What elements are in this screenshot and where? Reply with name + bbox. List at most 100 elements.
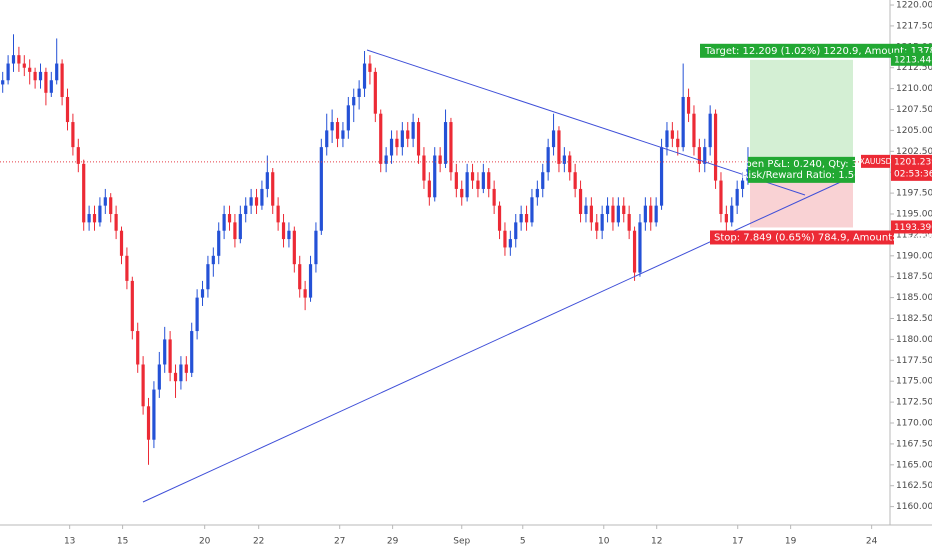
candle-body xyxy=(308,264,313,298)
candle-body xyxy=(546,147,550,173)
candle-body xyxy=(190,331,194,373)
y-tick-label: 1195.000 xyxy=(896,210,932,220)
candle-body xyxy=(627,214,631,231)
candle-body xyxy=(173,372,178,382)
candle-body xyxy=(438,155,442,164)
candle-body xyxy=(227,214,232,223)
candle-body xyxy=(87,214,91,223)
candle-body xyxy=(573,172,577,189)
candle-body xyxy=(411,122,415,139)
candle-body xyxy=(6,63,10,81)
countdown-text: 02:53:36 xyxy=(894,169,932,179)
candle-body xyxy=(303,289,307,298)
x-tick-label: 19 xyxy=(785,537,797,547)
candle-body xyxy=(222,214,226,231)
candle-body xyxy=(595,222,599,231)
candle-body xyxy=(724,214,728,223)
candle-body xyxy=(217,230,221,256)
candle-body xyxy=(422,155,426,181)
candle-body xyxy=(298,264,302,290)
candle-body xyxy=(600,214,604,231)
candle-body xyxy=(541,172,545,189)
candle-body xyxy=(49,80,53,93)
candle-body xyxy=(130,280,134,332)
candle-body xyxy=(481,172,485,189)
candle-body xyxy=(211,255,215,265)
candle-body xyxy=(703,147,707,164)
candle-body xyxy=(33,71,37,81)
candle-body xyxy=(584,205,588,215)
y-tick-label: 1202.500 xyxy=(896,147,932,157)
candle-body xyxy=(427,180,431,198)
candle-body xyxy=(325,130,329,148)
candle-body xyxy=(492,188,496,206)
candle-body xyxy=(713,113,718,181)
y-tick-label: 1185.000 xyxy=(896,293,932,303)
y-tick-label: 1162.500 xyxy=(896,481,932,491)
target-label: Target: 12.209 (1.02%) 1220.9, Amount: 1… xyxy=(704,46,932,57)
candle-body xyxy=(735,188,739,206)
candle-body xyxy=(141,364,145,407)
ratio-label: Risk/Reward Ratio: 1.56 xyxy=(741,170,860,181)
candle-body xyxy=(146,406,151,440)
candle-body xyxy=(281,222,286,240)
candle-body xyxy=(98,205,102,223)
candle-body xyxy=(562,155,566,164)
candle-body xyxy=(470,172,475,181)
candle-body xyxy=(292,230,296,265)
candle-body xyxy=(681,96,685,148)
x-tick-label: 24 xyxy=(866,537,878,547)
stop-label-box xyxy=(710,230,894,245)
x-tick-label: 17 xyxy=(732,537,743,547)
symbol-tag xyxy=(861,154,890,168)
x-tick-label: 12 xyxy=(651,537,662,547)
candle-body xyxy=(508,239,512,248)
candles xyxy=(1,34,750,465)
candle-body xyxy=(28,67,32,72)
candle-body xyxy=(433,155,437,198)
candle-body xyxy=(638,222,642,273)
candle-body xyxy=(136,331,140,365)
y-tick-label: 1220.000 xyxy=(896,1,932,11)
y-tick-label: 1172.500 xyxy=(896,398,932,408)
candle-body xyxy=(514,222,518,240)
y-tick-label: 1167.500 xyxy=(896,439,932,449)
x-tick-label: 10 xyxy=(598,537,610,547)
candle-body xyxy=(719,180,723,215)
candle-body xyxy=(276,205,280,223)
candle-body xyxy=(605,205,610,215)
y-tick-label: 1190.000 xyxy=(896,251,932,261)
target-price-text: 1213.448 xyxy=(894,55,932,65)
candle-body xyxy=(200,289,205,298)
candle-body xyxy=(616,205,620,223)
candle-body xyxy=(38,71,43,81)
candle-body xyxy=(17,55,21,64)
candle-body xyxy=(503,230,507,248)
y-tick-label: 1180.000 xyxy=(896,335,932,345)
candle-body xyxy=(746,161,750,181)
candle-body xyxy=(265,172,269,189)
y-tick-label: 1212.500 xyxy=(896,63,932,73)
candle-body xyxy=(71,122,75,148)
candle-body xyxy=(686,96,691,114)
trendline-upper xyxy=(366,49,806,196)
y-tick-label: 1187.500 xyxy=(896,272,932,282)
candle-body xyxy=(319,147,323,231)
candle-body xyxy=(352,96,356,106)
candle-body xyxy=(206,264,210,290)
x-tick-label: 22 xyxy=(253,537,264,547)
y-tick-label: 1170.000 xyxy=(896,419,932,429)
candle-body xyxy=(65,96,70,123)
candle-body xyxy=(589,205,593,223)
candle-body xyxy=(622,205,626,215)
candle-body xyxy=(271,172,275,206)
x-tick-label: 13 xyxy=(64,537,75,547)
candle-body xyxy=(665,130,669,148)
candle-body xyxy=(443,122,448,164)
last-price-tag xyxy=(891,154,932,181)
y-tick-label: 1217.500 xyxy=(896,21,932,31)
candle-body xyxy=(60,63,64,97)
y-tick-label: 1165.000 xyxy=(896,460,932,470)
candle-body xyxy=(497,205,502,231)
